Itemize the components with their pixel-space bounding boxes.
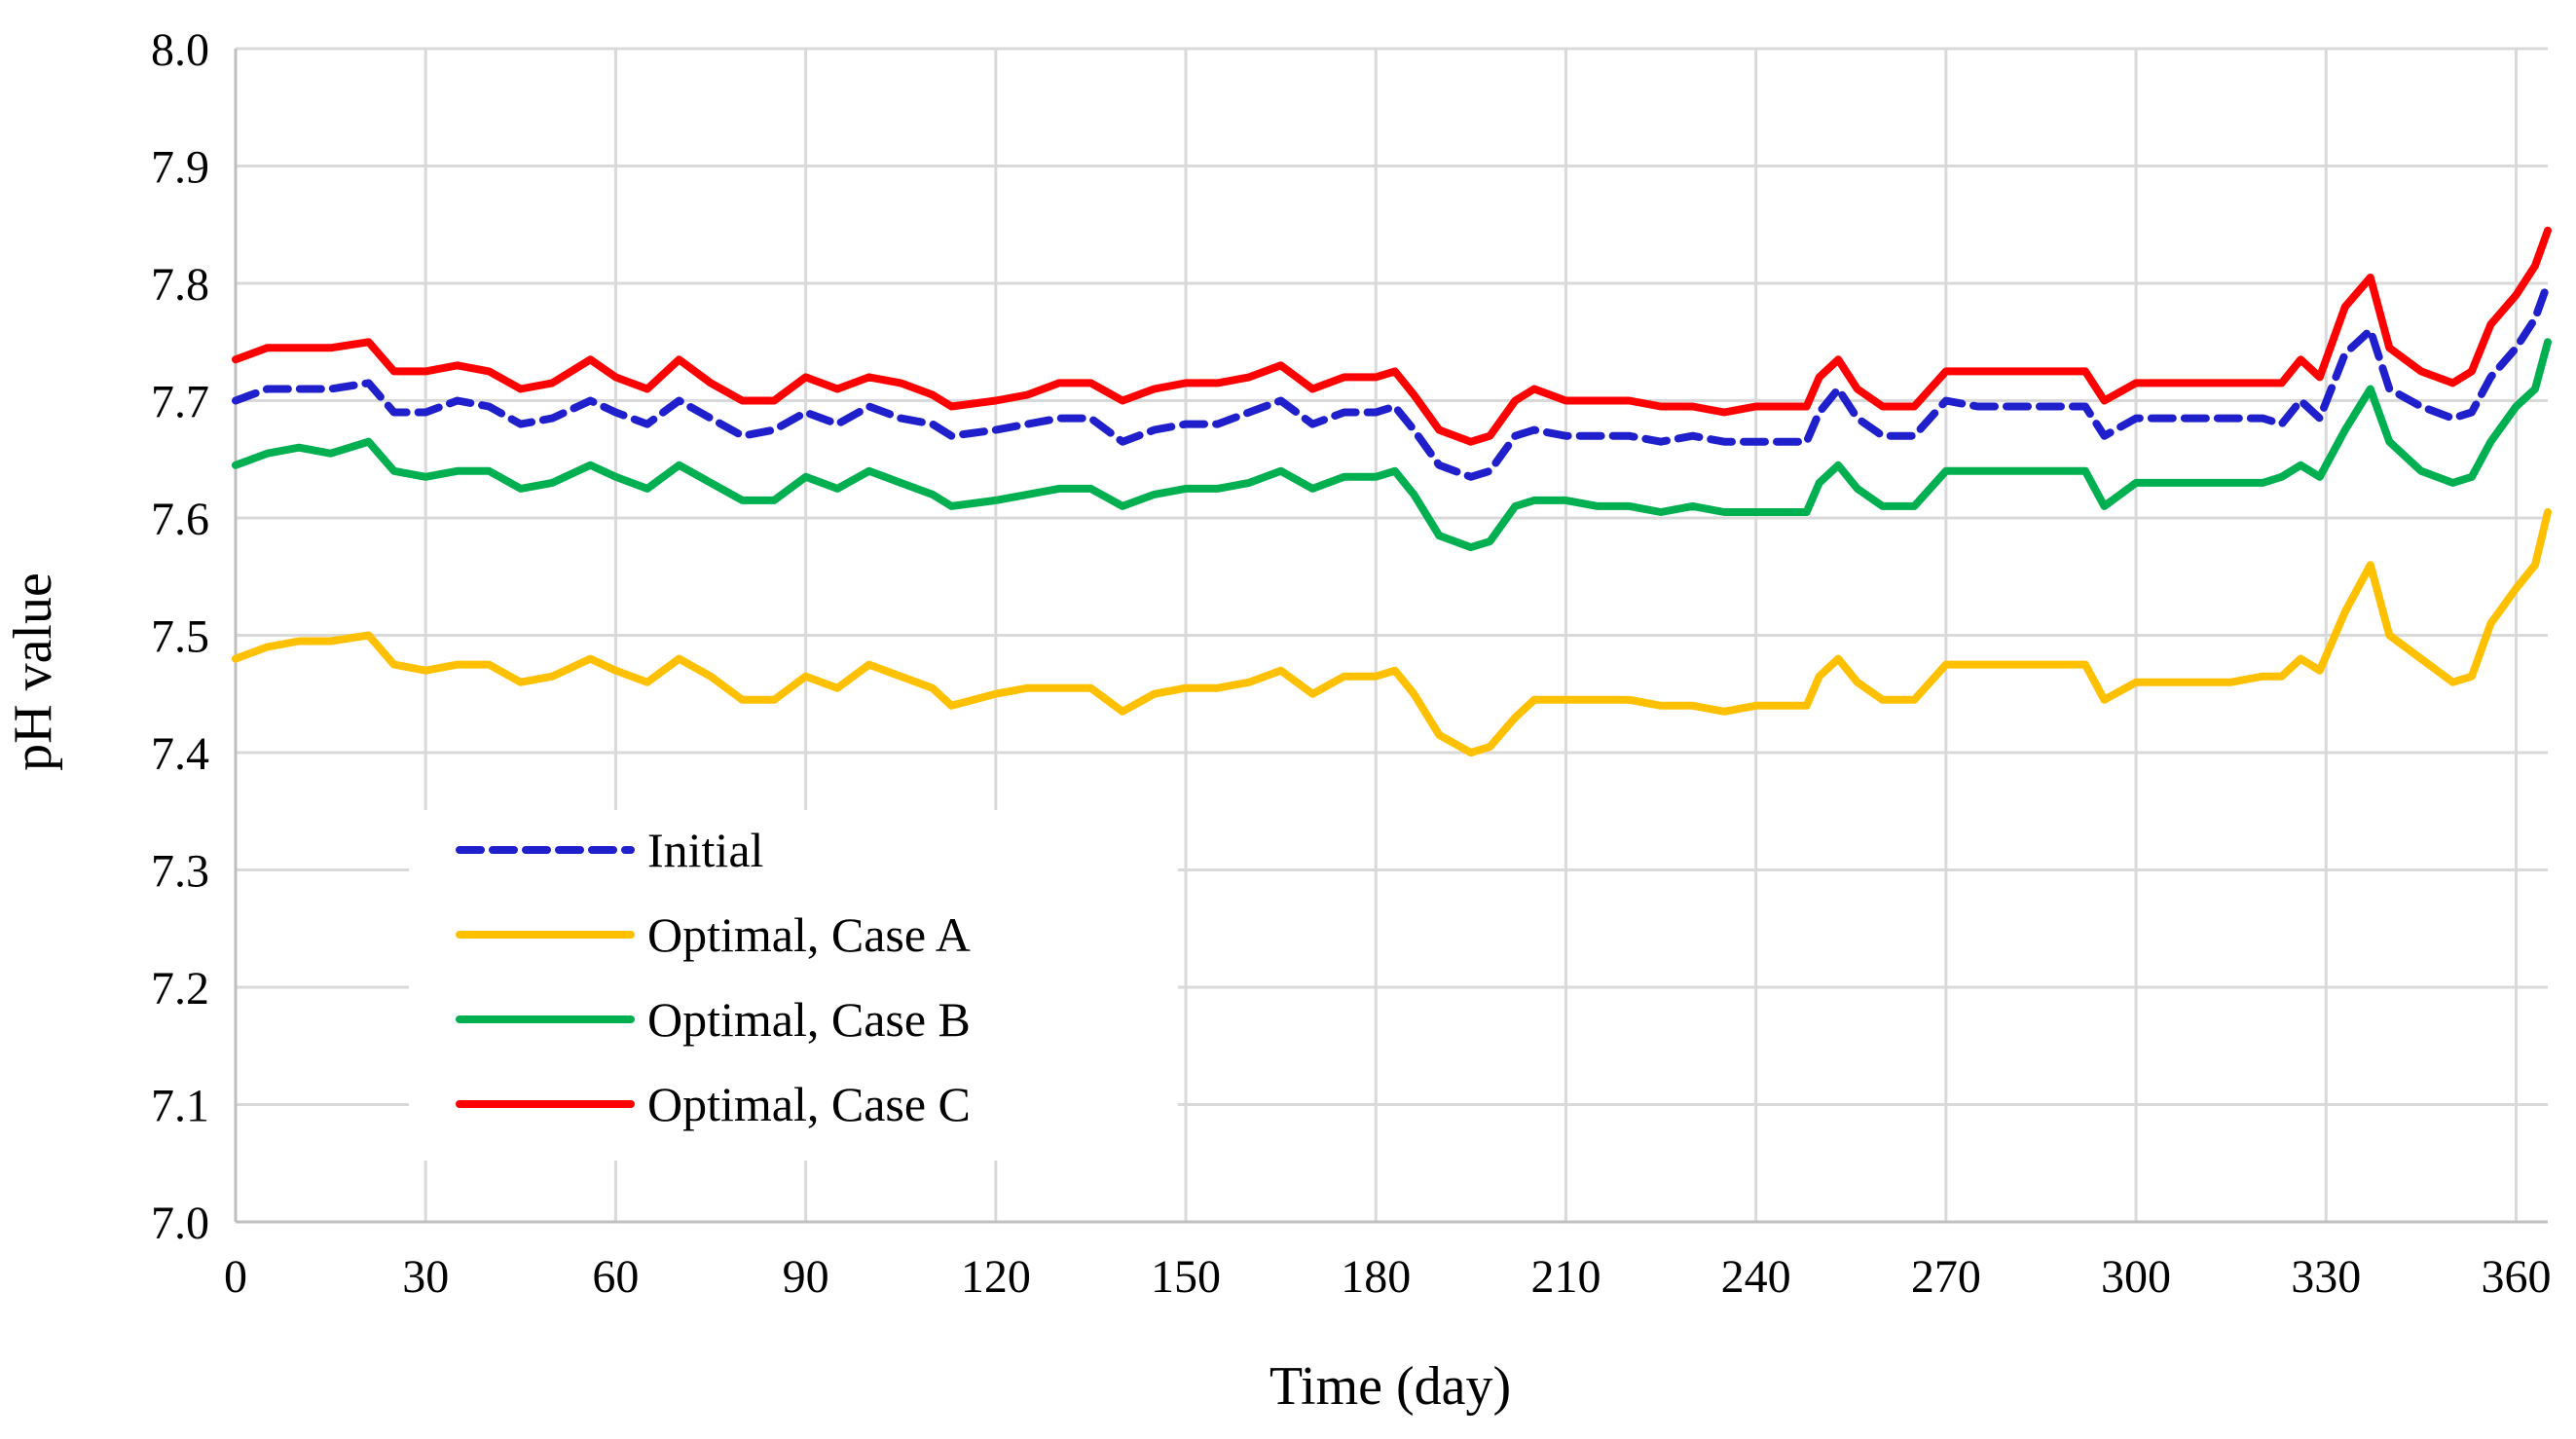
y-tick-label: 7.0 — [151, 1198, 209, 1249]
series-line-optimal-case-b — [232, 338, 2552, 552]
tick-labels: 7.0 7.1 7.2 7.3 7.4 7.5 7.6 7.7 7.8 7.9 8.0 0 30 60 90… — [151, 24, 2551, 1303]
x-tick-label: 120 — [961, 1251, 1031, 1303]
y-tick-label: 7.1 — [151, 1081, 209, 1132]
x-tick-label: 180 — [1341, 1251, 1411, 1303]
legend-label-initial: Initial — [647, 823, 763, 877]
axes — [234, 49, 2548, 1224]
legend-label-case-b: Optimal, Case B — [647, 992, 971, 1047]
x-tick-label: 300 — [2101, 1251, 2171, 1303]
y-tick-label: 7.2 — [151, 963, 209, 1015]
x-tick-label: 330 — [2291, 1251, 2361, 1303]
y-tick-label: 7.6 — [151, 494, 209, 545]
series-line-optimal-case-a — [232, 508, 2552, 756]
x-tick-label: 90 — [783, 1251, 829, 1303]
x-tick-label: 360 — [2481, 1251, 2551, 1303]
x-tick-label: 270 — [1911, 1251, 1981, 1303]
y-tick-label: 7.9 — [151, 142, 209, 194]
x-tick-label: 30 — [402, 1251, 449, 1303]
y-tick-label: 7.8 — [151, 259, 209, 311]
y-axis-title: pH value — [3, 572, 63, 771]
y-tick-label: 8.0 — [151, 24, 209, 76]
legend: Initial Optimal, Case A Optimal, Case B … — [409, 810, 1178, 1161]
series-line-initial — [232, 279, 2552, 481]
y-tick-label: 7.5 — [151, 611, 209, 663]
x-tick-label: 240 — [1721, 1251, 1791, 1303]
legend-label-case-c: Optimal, Case C — [647, 1077, 971, 1131]
x-tick-label: 60 — [592, 1251, 639, 1303]
y-tick-label: 7.7 — [151, 377, 209, 428]
x-axis-title: Time (day) — [1270, 1356, 1511, 1417]
y-tick-label: 7.4 — [151, 728, 209, 780]
x-tick-label: 210 — [1530, 1251, 1601, 1303]
plot-area — [232, 226, 2552, 756]
legend-label-case-a: Optimal, Case A — [647, 907, 971, 962]
x-tick-label: 150 — [1151, 1251, 1221, 1303]
series-line-optimal-case-c — [232, 226, 2552, 446]
y-tick-label: 7.3 — [151, 846, 209, 898]
x-tick-label: 0 — [224, 1251, 247, 1303]
